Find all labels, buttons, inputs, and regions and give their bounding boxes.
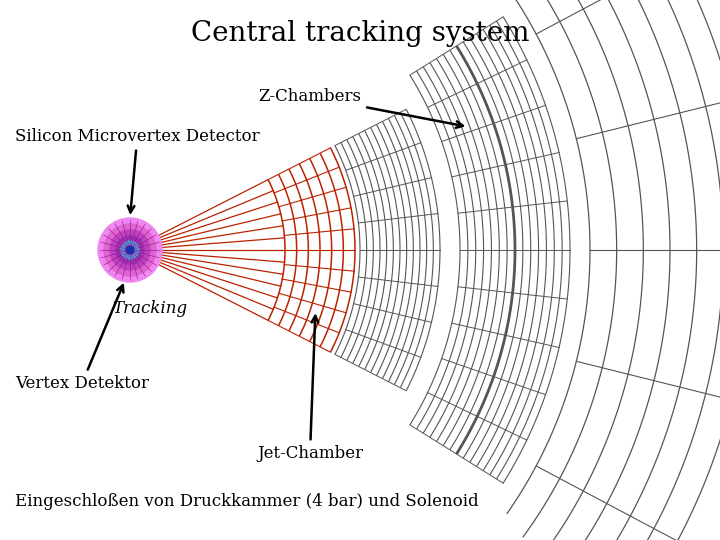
Text: Jet-Chamber: Jet-Chamber	[257, 316, 363, 462]
Circle shape	[98, 218, 162, 282]
Text: Z-Chambers: Z-Chambers	[258, 88, 463, 128]
Circle shape	[110, 230, 150, 270]
Circle shape	[126, 246, 134, 254]
Circle shape	[104, 224, 156, 276]
Text: Tracking: Tracking	[112, 300, 187, 317]
Text: Silicon Microvertex Detector: Silicon Microvertex Detector	[15, 128, 260, 212]
Text: Eingeschloßen von Druckkammer (4 bar) und Solenoid: Eingeschloßen von Druckkammer (4 bar) un…	[15, 493, 479, 510]
Text: Central tracking system: Central tracking system	[191, 20, 529, 47]
Text: Vertex Detektor: Vertex Detektor	[15, 285, 149, 392]
Circle shape	[116, 236, 144, 264]
Circle shape	[121, 241, 139, 259]
